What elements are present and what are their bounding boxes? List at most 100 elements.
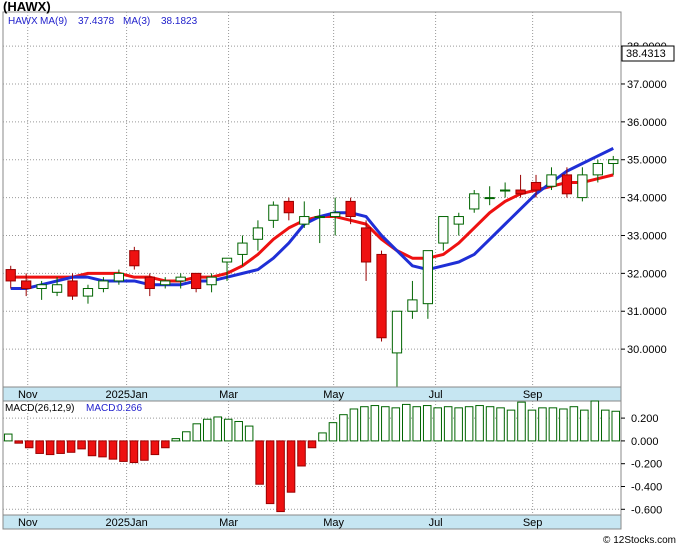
macd-bar <box>381 406 390 442</box>
price-y-tick-label: 37.0000 <box>627 79 667 91</box>
candle <box>67 273 78 300</box>
candle-body <box>221 257 233 263</box>
macd-bar <box>3 433 13 442</box>
price-x-axis: Nov 2025Jan Mar May Jul Sep <box>18 389 542 401</box>
macd-date-strip <box>2 514 622 530</box>
price-x-tick-label: May <box>323 389 344 401</box>
candle-body <box>360 227 372 263</box>
macd-legend: MACD(26,12,9) MACD: 0.266 <box>5 403 142 414</box>
candle <box>129 246 140 270</box>
candle-body <box>82 288 94 297</box>
candle-body <box>422 250 434 305</box>
candle <box>299 201 310 228</box>
candle <box>407 280 418 319</box>
candle-body <box>5 269 16 282</box>
macd-x-tick-label: 2025Jan <box>105 517 147 529</box>
price-x-tick-label: 2025Jan <box>105 389 147 401</box>
price-panel <box>2 11 622 388</box>
macd-x-tick-label: May <box>323 517 344 529</box>
price-y-tick-label: 34.0000 <box>627 193 667 205</box>
candle-body <box>113 272 125 282</box>
candle <box>546 167 557 191</box>
macd-bar <box>56 440 65 454</box>
candle-body <box>499 189 511 192</box>
candle <box>577 167 588 202</box>
candle-body <box>206 276 217 286</box>
macd-bar <box>244 425 254 442</box>
ma3-line <box>10 173 614 283</box>
candle-body <box>345 200 356 218</box>
macd-bar <box>412 406 422 442</box>
candle-body <box>144 276 155 290</box>
candle-body <box>515 189 526 195</box>
candle-body <box>577 174 588 199</box>
macd-bar <box>255 440 264 485</box>
candle-body <box>98 280 109 290</box>
price-y-tick-label: 30.0000 <box>627 344 667 356</box>
macd-bar <box>527 409 537 442</box>
macd-x-tick-label: Jul <box>429 517 443 529</box>
macd-y-tick-label: -0.600 <box>631 504 662 516</box>
macd-bar <box>24 440 34 449</box>
candle <box>561 167 573 198</box>
macd-bar <box>559 408 568 442</box>
macd-x-tick-label: Nov <box>18 517 38 529</box>
macd-bar <box>538 407 547 442</box>
candle-body <box>330 212 341 218</box>
macd-bar <box>45 440 55 456</box>
candle-body <box>592 163 603 176</box>
candle <box>515 174 526 198</box>
macd-bar <box>14 440 23 444</box>
price-x-tick-label: Sep <box>523 389 543 401</box>
macd-bar <box>35 440 44 454</box>
macd-bar <box>349 408 359 442</box>
candle-body <box>190 272 202 290</box>
moving-average-lines <box>10 147 614 291</box>
macd-x-axis: Nov 2025Jan Mar May Jul Sep <box>18 517 542 529</box>
candle-body <box>283 200 294 214</box>
candle <box>345 197 356 225</box>
candle-body <box>51 284 63 293</box>
candle-body <box>237 242 248 255</box>
candle-body <box>36 284 47 290</box>
macd-bar <box>307 440 317 449</box>
candle <box>160 277 171 289</box>
candle <box>422 250 434 319</box>
candle <box>175 273 186 289</box>
macd-bar <box>318 432 327 442</box>
legend-symbol: HAWX <box>8 16 38 27</box>
macd-y-tick-label: -0.200 <box>631 459 662 471</box>
price-y-tick-label: 31.0000 <box>627 306 667 318</box>
candle <box>51 277 63 297</box>
macd-y-axis: 0.200 0.000 -0.200 -0.400 -0.600 <box>621 413 662 516</box>
candle-body <box>484 197 495 200</box>
macd-bar <box>192 423 202 442</box>
candle <box>438 216 449 251</box>
price-x-tick-label: Nov <box>18 389 38 401</box>
price-x-tick-label: Jul <box>429 389 443 401</box>
macd-x-tick-label: Mar <box>219 517 238 529</box>
candle-body <box>530 181 542 191</box>
macd-bar <box>234 421 243 442</box>
candle-body <box>391 310 403 354</box>
macd-bar <box>150 440 160 456</box>
candle-body <box>21 280 32 290</box>
candle-body <box>453 216 464 225</box>
macd-bar <box>590 400 600 442</box>
macd-bar <box>286 440 296 493</box>
price-y-axis: 30.0000 31.0000 32.0000 33.0000 34.0000 35.00… <box>621 41 667 356</box>
price-grid <box>3 12 621 387</box>
macd-label: MACD: <box>86 403 118 414</box>
candle <box>144 273 155 297</box>
macd-y-tick-label: 0.000 <box>631 436 659 448</box>
macd-bar <box>496 407 505 442</box>
macd-bar <box>548 407 558 442</box>
macd-y-tick-label: -0.400 <box>631 482 662 494</box>
candle <box>283 197 294 221</box>
macd-bar <box>276 440 285 513</box>
candle <box>113 269 125 285</box>
candle-body <box>469 193 480 210</box>
last-price-value: 38.4313 <box>626 48 666 60</box>
candle <box>530 174 542 198</box>
price-y-tick-label: 36.0000 <box>627 117 667 129</box>
